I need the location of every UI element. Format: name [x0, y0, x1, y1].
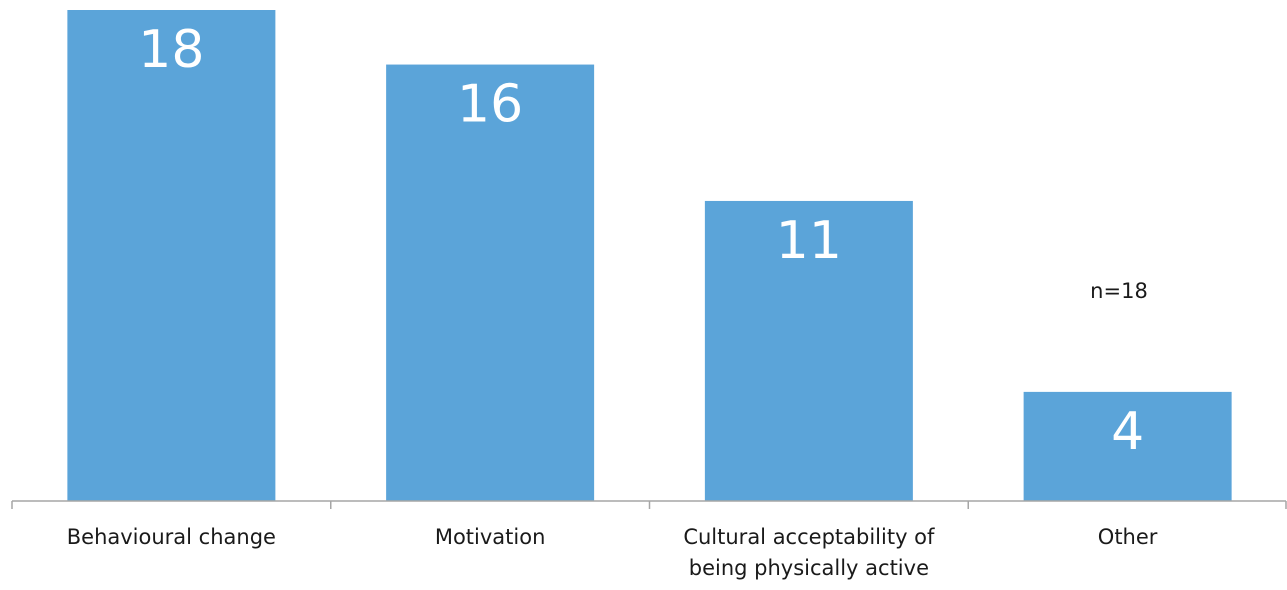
category-labels-layer: Behavioural change Motivation Cultural acc… — [67, 525, 1158, 580]
bars-layer — [67, 10, 1232, 502]
bar-value-label-1: 16 — [457, 75, 523, 135]
bar-3 — [1023, 391, 1232, 501]
x-axis — [11, 500, 1287, 509]
value-labels-layer: 18 16 11 4 — [138, 20, 1144, 462]
bar-value-label-2: 11 — [776, 211, 842, 271]
category-label-3: Other — [1098, 525, 1158, 549]
bar-value-label-0: 18 — [138, 20, 204, 80]
bar-1 — [386, 64, 595, 502]
bar-2 — [704, 200, 913, 501]
bar-value-label-3: 4 — [1111, 402, 1144, 462]
category-label-2: Cultural acceptability of being physicall… — [683, 525, 935, 580]
bar-0 — [67, 10, 276, 501]
sample-size-annotation: n=18 — [1090, 279, 1148, 303]
category-label-0: Behavioural change — [67, 525, 276, 549]
category-label-1: Motivation — [435, 525, 546, 549]
